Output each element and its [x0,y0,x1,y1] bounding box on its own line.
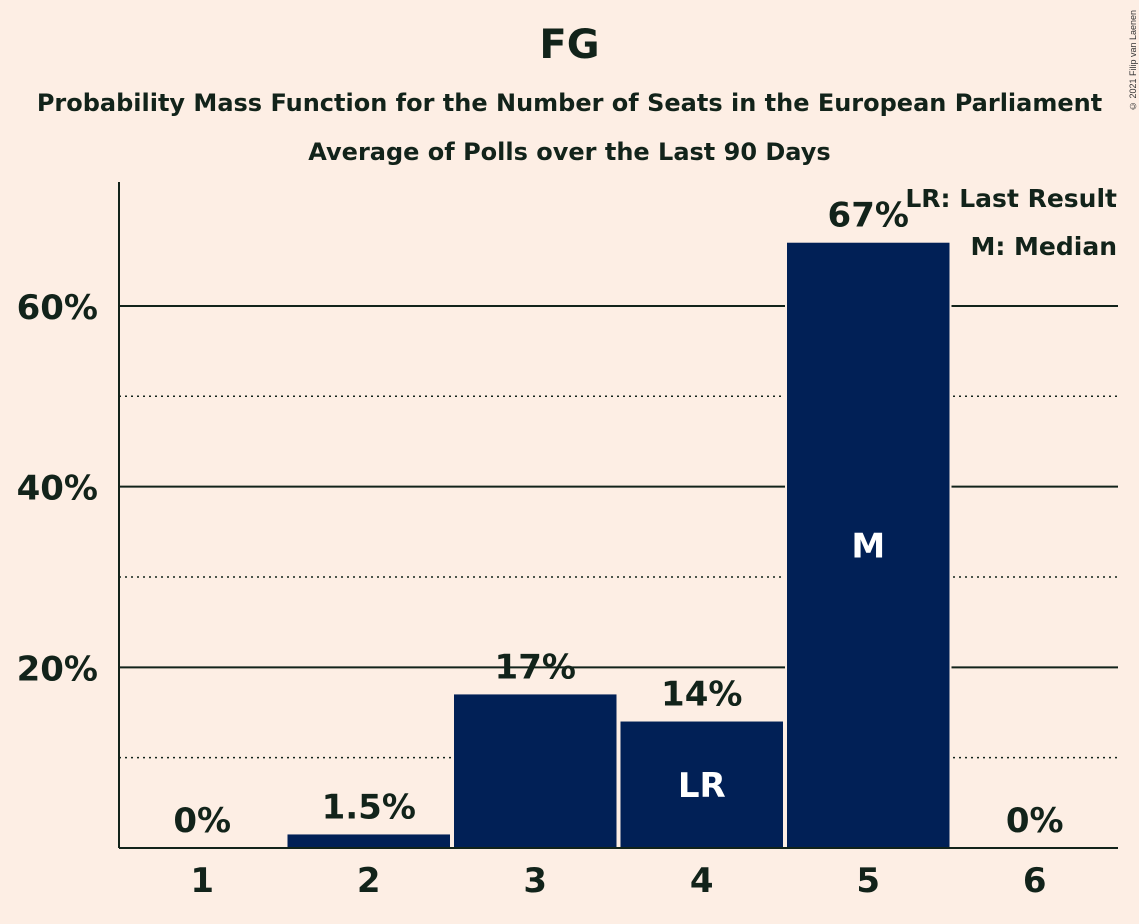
bar-marker: LR [678,766,726,806]
x-tick-label: 2 [357,861,381,901]
legend-last-result: LR: Last Result [905,184,1117,213]
legend-median: M: Median [970,232,1117,261]
chart-subtitle-2: Average of Polls over the Last 90 Days [308,138,831,166]
y-tick-label: 40% [17,469,98,509]
x-tick-label: 3 [523,861,547,901]
chart-subtitle: Probability Mass Function for the Number… [36,89,1103,117]
chart-title: FG [539,22,600,68]
y-tick-label: 60% [17,288,98,328]
data-label: 67% [828,196,909,236]
data-label: 0% [1006,801,1064,841]
bar [620,721,783,848]
x-tick-label: 1 [190,861,214,901]
bar [454,694,617,848]
bar [787,242,950,849]
data-label: 1.5% [322,787,416,827]
bar [287,834,450,848]
bar-marker: M [851,526,885,566]
data-label: 14% [661,675,742,715]
data-label: 0% [173,801,231,841]
x-tick-label: 4 [690,861,714,901]
data-label: 17% [495,647,576,687]
y-tick-label: 20% [17,649,98,689]
x-tick-label: 5 [856,861,880,901]
x-tick-label: 6 [1023,861,1047,901]
